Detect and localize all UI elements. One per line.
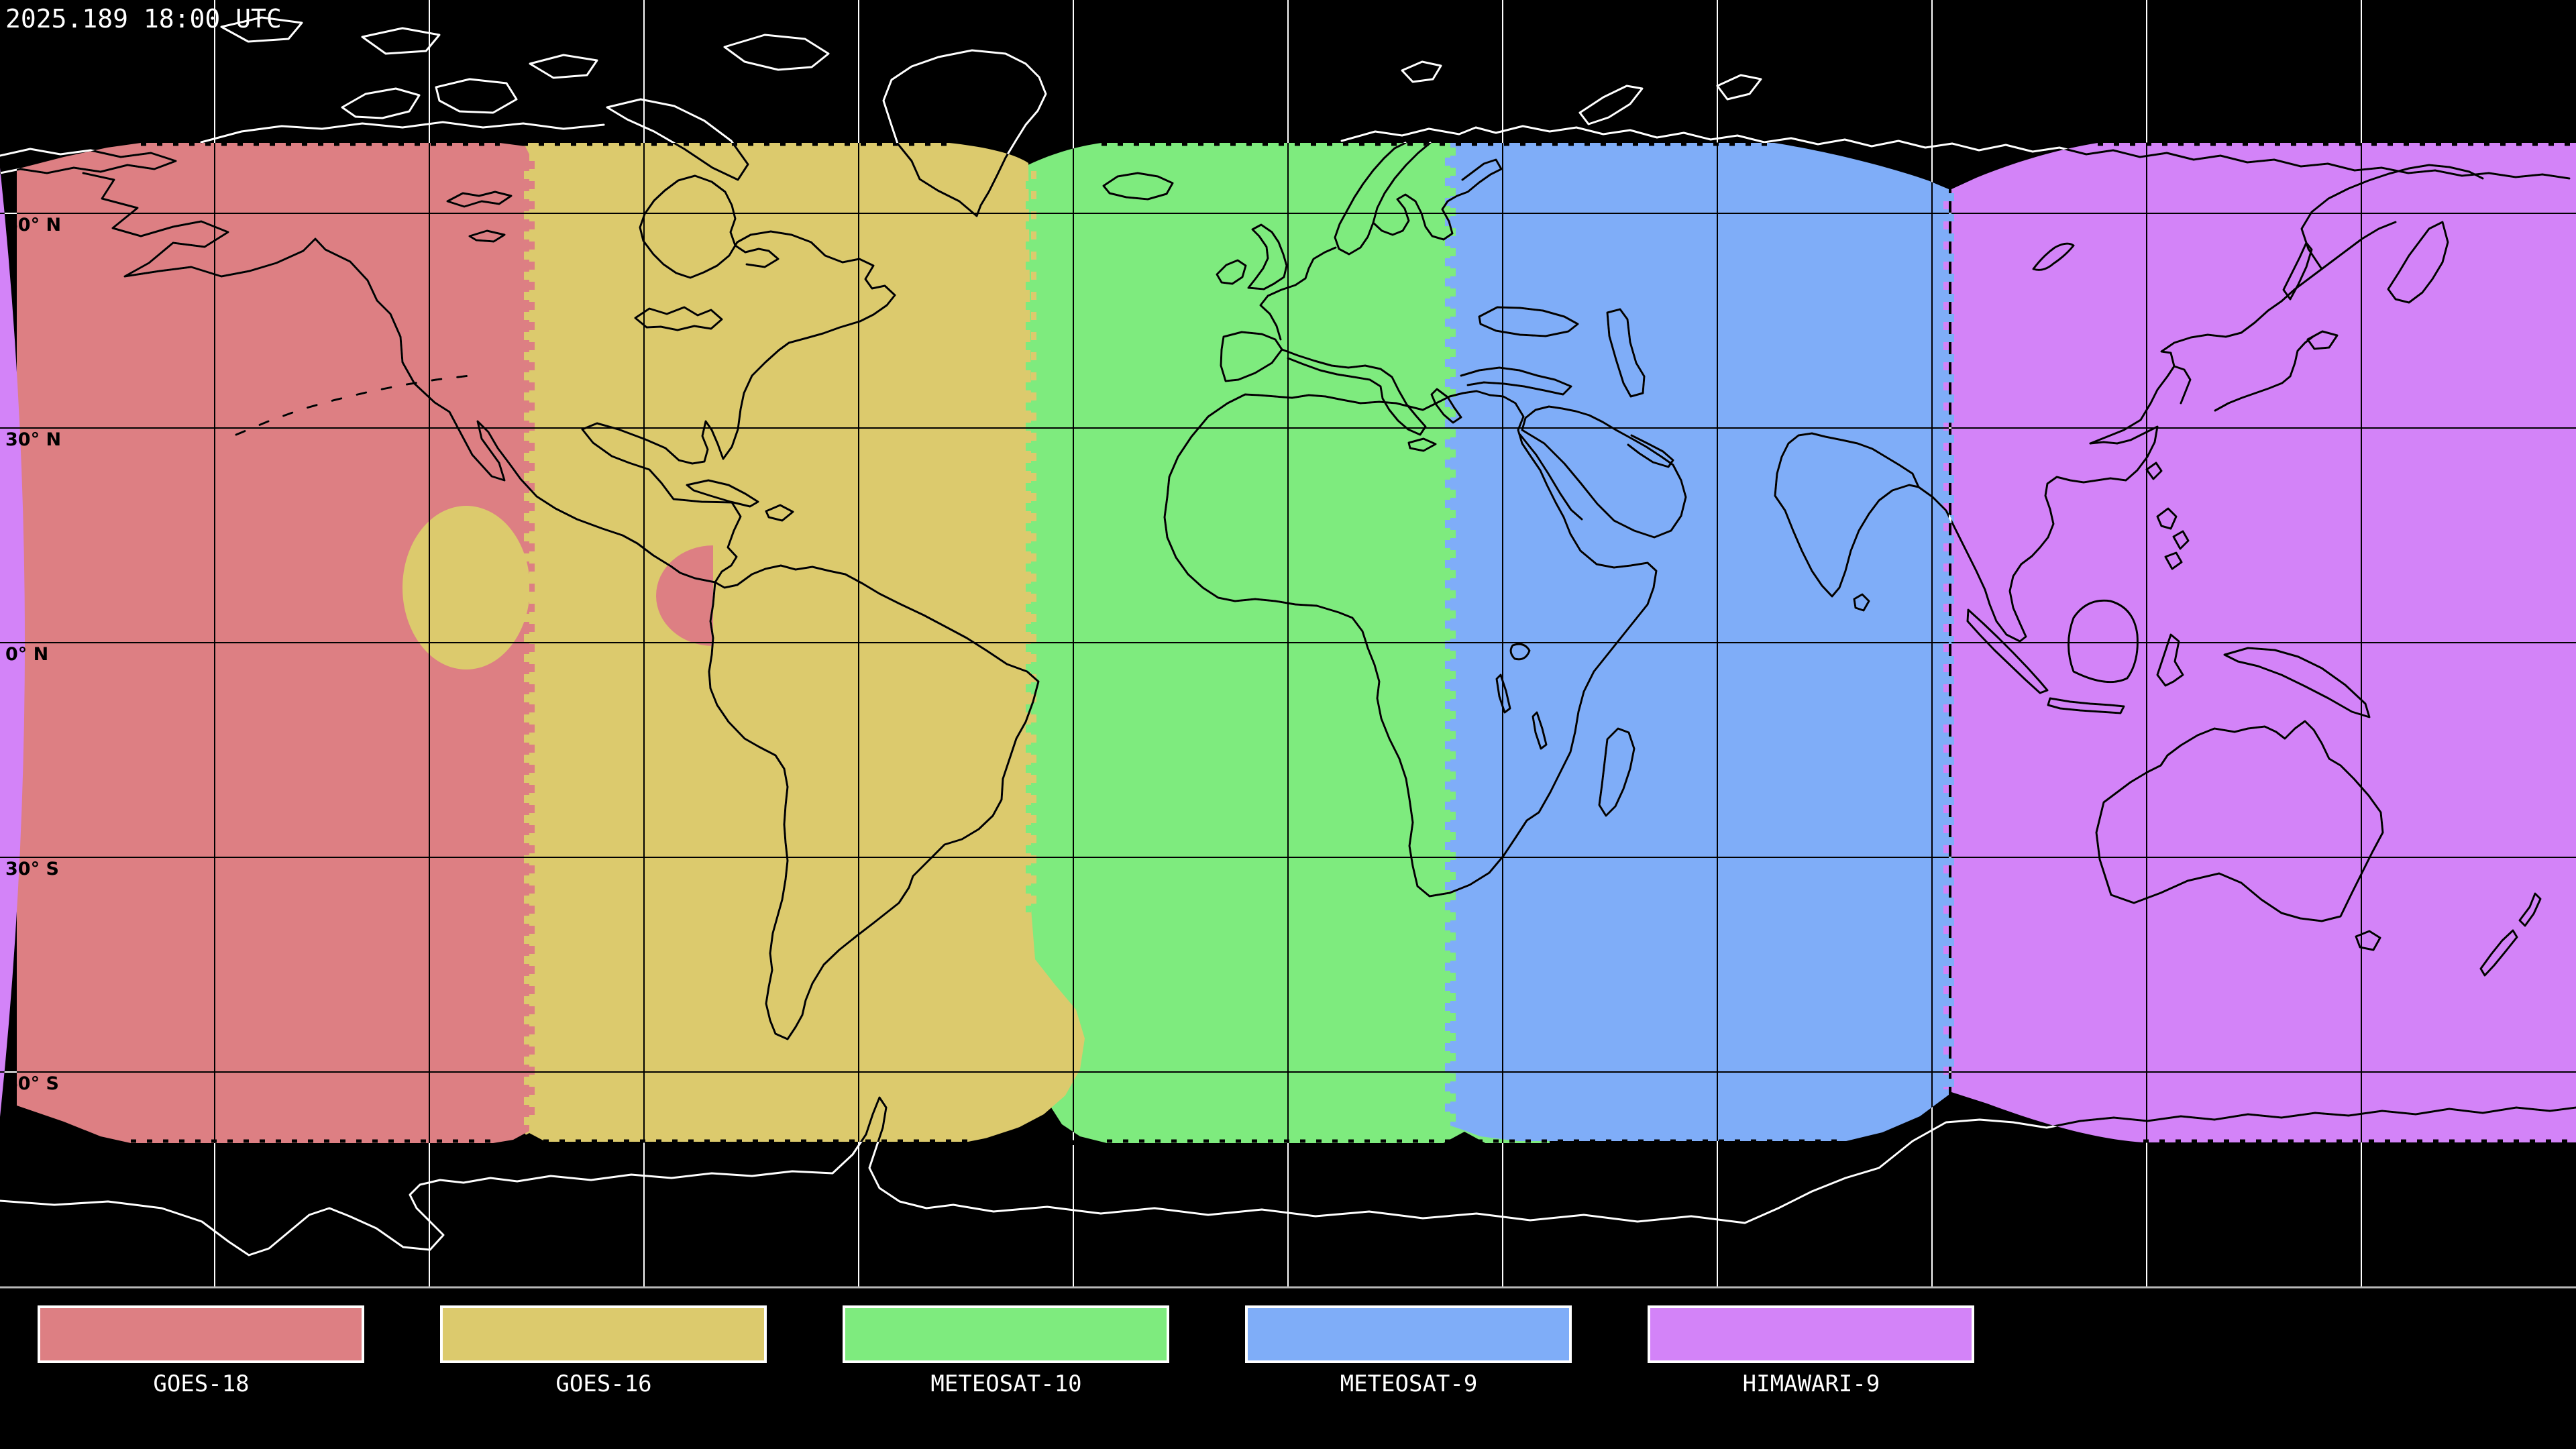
legend-swatch-himawari-9 [1648,1305,1974,1363]
latitude-label-60s: 60° S [5,1073,59,1094]
timestamp: 2025.189 18:00 UTC [5,4,282,34]
legend-swatch-goes-16 [440,1305,767,1363]
coverage-edge-ticks [131,142,2576,1143]
coverage-gap-wedges [508,1126,1488,1145]
latitude-label-60n: 60° N [5,215,61,235]
legend-swatch-goes-18 [38,1305,364,1363]
latitude-label-0n: 0° N [5,644,48,665]
latitude-label-30s: 30° S [5,859,59,879]
legend-swatch-meteosat-9 [1245,1305,1572,1363]
legend-label-goes-16: GOES-16 [555,1371,651,1397]
legend: GOES-18 GOES-16 METEOSAT-10 METEOSAT-9 H… [38,1305,1974,1397]
legend-label-meteosat-9: METEOSAT-9 [1340,1371,1478,1397]
legend-label-himawari-9: HIMAWARI-9 [1743,1371,1880,1397]
latitude-label-30n: 30° N [5,429,61,450]
legend-label-meteosat-10: METEOSAT-10 [930,1371,1081,1397]
legend-label-goes-18: GOES-18 [153,1371,249,1397]
legend-swatch-meteosat-10 [843,1305,1169,1363]
latitude-labels: 60° N 30° N 0° N 30° S 60° S [5,215,61,1094]
band-boundary-dither [524,148,1954,1127]
